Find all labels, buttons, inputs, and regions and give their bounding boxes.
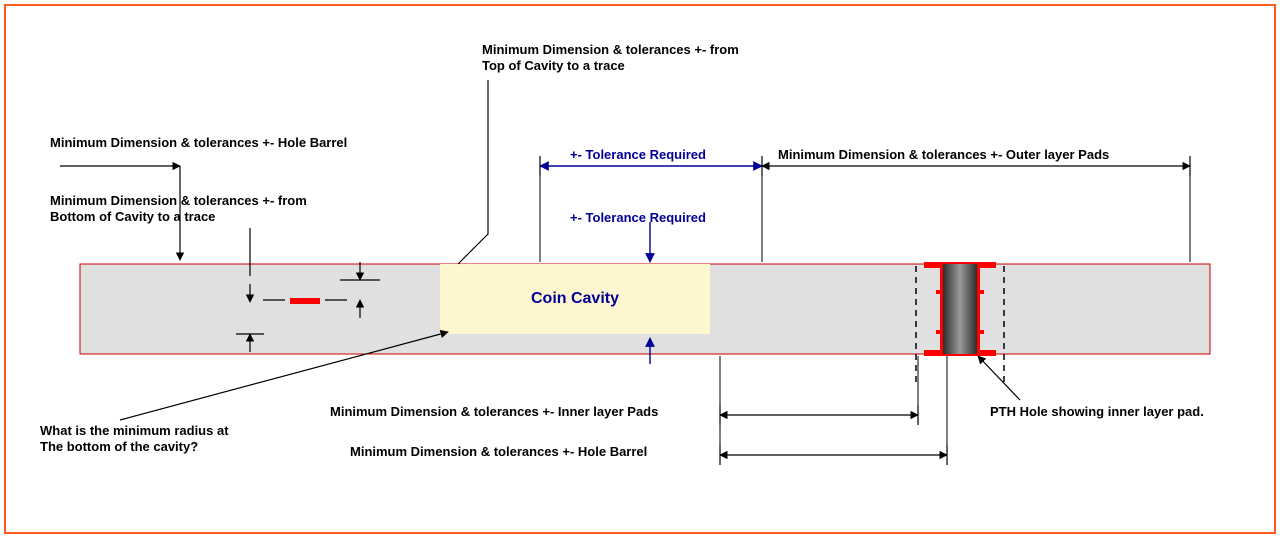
label-inner-pads: Minimum Dimension & tolerances +- Inner … <box>330 404 658 420</box>
label-pth-label: PTH Hole showing inner layer pad. <box>990 404 1204 420</box>
label-hole-barrel-bot: Minimum Dimension & tolerances +- Hole B… <box>350 444 647 460</box>
label-tol-req-mid: +- Tolerance Required <box>570 210 706 226</box>
pth-leader <box>978 356 1020 400</box>
pth-barrel-wall-l <box>940 264 943 354</box>
label-top-cavity: Minimum Dimension & tolerances +- from T… <box>482 42 739 75</box>
coin-cavity-label: Coin Cavity <box>440 289 710 309</box>
label-min-radius: What is the minimum radius at The bottom… <box>40 423 229 456</box>
label-bottom-cavity: Minimum Dimension & tolerances +- from B… <box>50 193 307 226</box>
pth-barrel <box>943 264 977 354</box>
label-outer-pads: Minimum Dimension & tolerances +- Outer … <box>778 147 1109 163</box>
inner-trace <box>290 298 320 304</box>
label-hole-barrel-top: Minimum Dimension & tolerances +- Hole B… <box>50 135 347 151</box>
top-cavity-leader <box>458 80 488 264</box>
pth-barrel-wall-r <box>977 264 980 354</box>
label-tol-req-top: +- Tolerance Required <box>570 147 706 163</box>
